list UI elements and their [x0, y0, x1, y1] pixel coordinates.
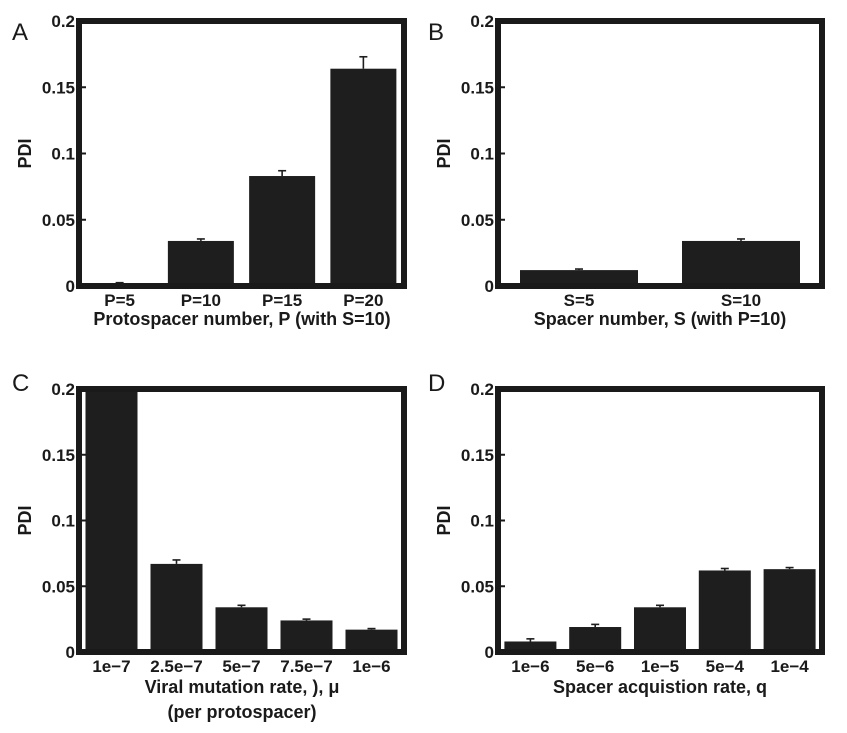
y-tick-label-b-3: 0.15: [461, 78, 494, 97]
bar-d-2: [634, 607, 686, 652]
y-axis-label-b: PDI: [434, 138, 454, 168]
x-tick-label-c-3: 7.5e−7: [280, 657, 332, 676]
y-tick-label-a-1: 0.05: [42, 211, 75, 230]
panel-a: A PDI P=5 P=10 P=15 P=20 0 0.05 0.1 0.15 0.2 Protos…: [12, 12, 407, 329]
y-tick-label-c-1: 0.05: [42, 577, 75, 596]
bar-b-0: [520, 270, 638, 286]
y-axis-label-c: PDI: [15, 505, 35, 535]
y-tick-label-d-2: 0.1: [470, 512, 494, 531]
x-tick-label-d-0: 1e−6: [511, 657, 549, 676]
x-tick-label-c-2: 5e−7: [222, 657, 260, 676]
bar-b-1: [682, 240, 800, 286]
x-tick-label-c-0: 1e−7: [92, 657, 130, 676]
panel-letter-a: A: [12, 19, 28, 46]
y-tick-label-d-0: 0: [485, 643, 494, 662]
x-tick-label-d-3: 5e−4: [706, 657, 745, 676]
x-axis-label-b: Spacer number, S (with P=10): [534, 309, 787, 329]
y-axis-label-a: PDI: [15, 138, 35, 168]
y-tick-label-d-4: 0.2: [470, 380, 494, 399]
y-tick-label-b-0: 0: [485, 277, 494, 296]
bar-d-3: [698, 570, 751, 652]
y-tick-label-b-1: 0.05: [461, 211, 494, 230]
y-tick-label-c-2: 0.1: [51, 512, 75, 531]
y-tick-label-d-3: 0.15: [461, 446, 494, 465]
y-tick-label-a-4: 0.2: [51, 12, 75, 31]
bar-c-1: [150, 563, 203, 652]
x-tick-label-a-3: P=20: [343, 291, 383, 310]
bar-a-1: [167, 240, 234, 286]
x-tick-label-d-4: 1e−4: [770, 657, 809, 676]
x-axis-label-c-line2: (per protospacer): [167, 702, 316, 722]
panel-c: C PDI 1e−7 2.5e−7 5e−7 7.5e−7 1e−6 0 0.05 0.1 0.15…: [12, 370, 407, 722]
bar-c-3: [280, 620, 333, 652]
x-tick-label-a-0: P=5: [104, 291, 135, 310]
bar-c-0: [85, 389, 138, 652]
x-tick-label-b-1: S=10: [721, 291, 761, 310]
y-tick-label-c-3: 0.15: [42, 446, 75, 465]
bar-d-1: [569, 627, 622, 652]
x-axis-label-c: Viral mutation rate, ), μ: [145, 677, 340, 697]
y-tick-label-c-4: 0.2: [51, 380, 75, 399]
bar-a-3: [330, 68, 397, 286]
x-tick-label-d-2: 1e−5: [641, 657, 679, 676]
y-tick-label-a-2: 0.1: [51, 145, 75, 164]
y-tick-label-b-4: 0.2: [470, 12, 494, 31]
y-tick-label-d-1: 0.05: [461, 577, 494, 596]
y-tick-label-b-2: 0.1: [470, 145, 494, 164]
x-axis-label-d: Spacer acquistion rate, q: [553, 677, 767, 697]
x-tick-label-c-4: 1e−6: [352, 657, 390, 676]
x-tick-label-d-1: 5e−6: [576, 657, 614, 676]
panel-letter-b: B: [428, 19, 444, 46]
panel-d: D PDI 1e−6 5e−6 1e−5 5e−4 1e−4 0 0.05 0.1 0.15 0.2 S…: [428, 370, 825, 697]
bar-d-4: [763, 569, 816, 652]
y-axis-label-d: PDI: [434, 505, 454, 535]
bar-a-2: [249, 176, 316, 286]
x-axis-label-a: Protospacer number, P (with S=10): [93, 309, 390, 329]
bar-d-0: [504, 641, 557, 652]
bar-c-2: [215, 607, 268, 652]
x-tick-label-b-0: S=5: [564, 291, 595, 310]
y-tick-label-a-3: 0.15: [42, 78, 75, 97]
panel-b: B PDI S=5 S=10 0 0.05 0.1 0.15 0.2 Spacer number,…: [428, 12, 825, 329]
x-tick-label-a-2: P=15: [262, 291, 302, 310]
y-tick-label-a-0: 0: [66, 277, 75, 296]
panel-letter-c: C: [12, 370, 29, 397]
x-tick-label-a-1: P=10: [181, 291, 221, 310]
x-tick-label-c-1: 2.5e−7: [150, 657, 202, 676]
panel-letter-d: D: [428, 370, 445, 397]
y-tick-label-c-0: 0: [66, 643, 75, 662]
bar-c-4: [345, 629, 398, 652]
